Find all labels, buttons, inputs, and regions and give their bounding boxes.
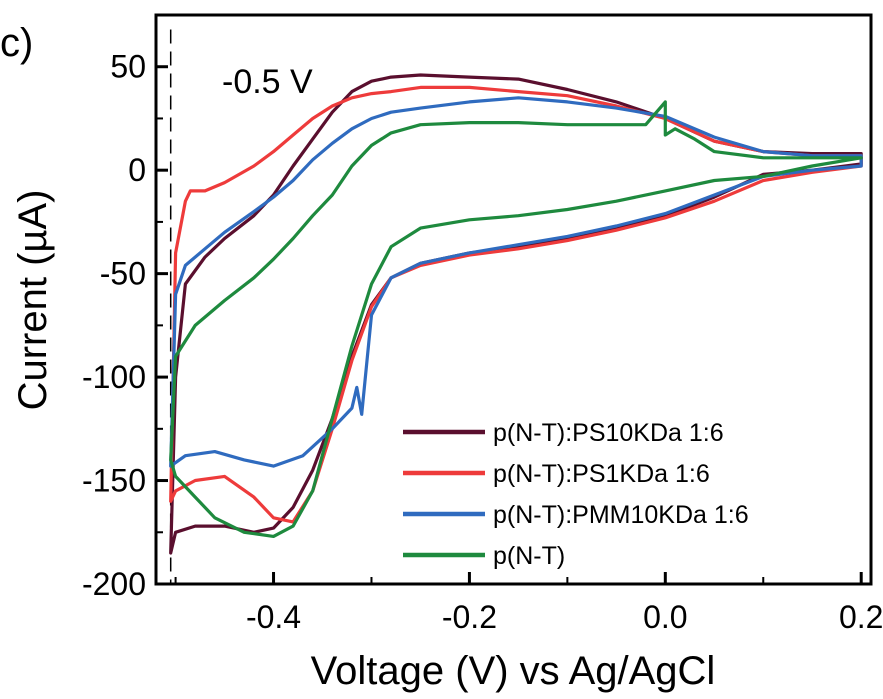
series-line-4 xyxy=(169,100,863,539)
y-tick-label: -100 xyxy=(82,359,146,395)
series-line-1 xyxy=(169,73,863,555)
y-tick-label: -50 xyxy=(100,256,146,292)
x-tick-label: -0.2 xyxy=(442,599,497,635)
series-layer xyxy=(169,73,863,555)
panel-label: c) xyxy=(0,21,33,65)
x-tick-label: 0.0 xyxy=(643,599,687,635)
x-tick-label: 0.2 xyxy=(839,599,883,635)
legend-label: p(N-T):PS1KDa 1:6 xyxy=(493,460,710,488)
y-axis-title: Current (µA) xyxy=(11,190,55,411)
legend: p(N-T):PS10KDa 1:6 p(N-T):PS1KDa 1:6 p(N-T… xyxy=(403,419,749,570)
series-line-2 xyxy=(169,85,863,524)
y-axis-ticks: 50 0 -50 -100 -150 -200 xyxy=(82,14,168,602)
x-axis-ticks: -0.4 -0.2 0.0 0.2 xyxy=(174,572,883,635)
reference-line-label: -0.5 V xyxy=(222,63,313,101)
plot-frame xyxy=(154,13,873,586)
legend-label: p(N-T):PS10KDa 1:6 xyxy=(493,419,724,447)
y-tick-label: -150 xyxy=(82,463,146,499)
y-tick-label: -200 xyxy=(82,566,146,602)
x-axis-title: Voltage (V) vs Ag/AgCl xyxy=(311,649,716,693)
series-line-3 xyxy=(169,96,863,468)
legend-label: p(N-T) xyxy=(493,542,565,570)
y-tick-label: 0 xyxy=(128,152,146,188)
y-tick-label: 50 xyxy=(110,49,146,85)
legend-label: p(N-T):PMM10KDa 1:6 xyxy=(493,501,749,529)
x-tick-label: -0.4 xyxy=(246,599,301,635)
